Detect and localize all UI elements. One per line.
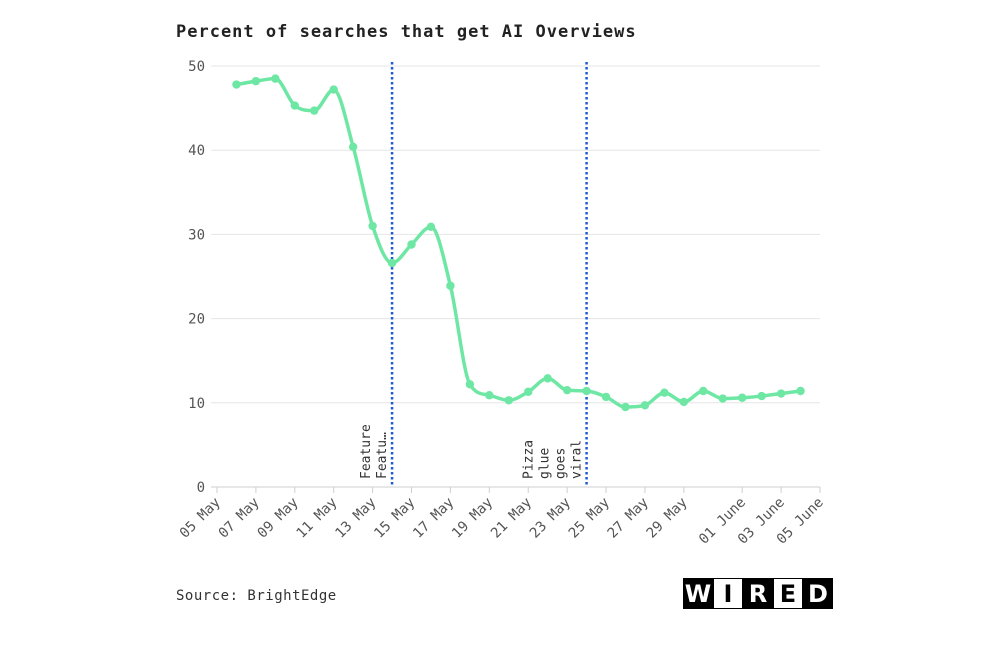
data-point: [329, 85, 338, 94]
data-point: [251, 76, 261, 86]
data-point: [407, 240, 416, 249]
annotation-label: Feature: [359, 424, 374, 479]
data-point: [757, 391, 766, 401]
data-point: [271, 74, 280, 83]
y-tick-label: 20: [188, 312, 205, 328]
data-point: [290, 101, 300, 110]
annotation-label: glue: [538, 448, 553, 479]
x-tick-label: 19 May: [449, 495, 496, 542]
chart-title: Percent of searches that get AI Overview…: [176, 22, 637, 42]
data-point: [465, 380, 475, 389]
logo-letter: R: [743, 578, 773, 609]
series-line: [234, 76, 803, 409]
data-point: [562, 385, 572, 395]
data-point: [737, 393, 747, 402]
y-tick-label: 50: [188, 59, 205, 75]
data-point: [485, 391, 494, 400]
data-point: [582, 386, 591, 396]
logo-letter: E: [773, 578, 803, 609]
y-tick-label: 10: [188, 396, 205, 412]
data-point: [348, 142, 358, 152]
y-tick-label: 30: [188, 227, 205, 243]
data-point: [426, 222, 436, 232]
x-tick-label: 29 May: [644, 495, 691, 542]
data-point: [232, 80, 241, 89]
data-point: [446, 281, 455, 290]
x-tick-label: 17 May: [410, 495, 457, 542]
data-point: [368, 221, 377, 231]
data-point: [679, 397, 689, 407]
data-point: [601, 392, 611, 402]
annotation-label: Featu…: [375, 432, 390, 479]
x-tick-label: 15 May: [371, 495, 418, 542]
x-tick-label: 13 May: [332, 495, 379, 542]
x-tick-label: 05 May: [177, 495, 224, 542]
x-tick-label: 21 May: [488, 495, 535, 542]
y-tick-label: 0: [197, 480, 205, 496]
y-tick-label: 40: [188, 143, 205, 159]
logo-letter: D: [803, 578, 833, 609]
data-point: [310, 106, 319, 115]
data-point: [504, 396, 513, 405]
x-tick-label: 23 May: [527, 495, 574, 542]
logo-letter: I: [713, 578, 743, 609]
annotation-label: goes: [554, 448, 569, 479]
source-note: Source: BrightEdge: [176, 588, 337, 604]
x-tick-label: 25 May: [566, 495, 613, 542]
data-point: [699, 386, 708, 396]
data-point: [796, 386, 805, 396]
annotation-label: Pizza: [522, 440, 537, 479]
data-point: [387, 258, 397, 268]
logo-letter: W: [683, 578, 713, 609]
annotation-label: viral: [570, 440, 585, 479]
x-tick-label: 11 May: [293, 495, 340, 542]
data-point: [718, 394, 727, 403]
data-point: [543, 374, 552, 383]
data-point: [621, 402, 630, 412]
data-point: [640, 401, 650, 410]
x-tick-label: 27 May: [605, 495, 652, 542]
data-point: [660, 388, 669, 397]
data-point: [524, 387, 533, 397]
x-tick-label: 07 May: [216, 495, 263, 542]
x-tick-label: 09 May: [255, 495, 302, 542]
data-point: [776, 389, 786, 398]
